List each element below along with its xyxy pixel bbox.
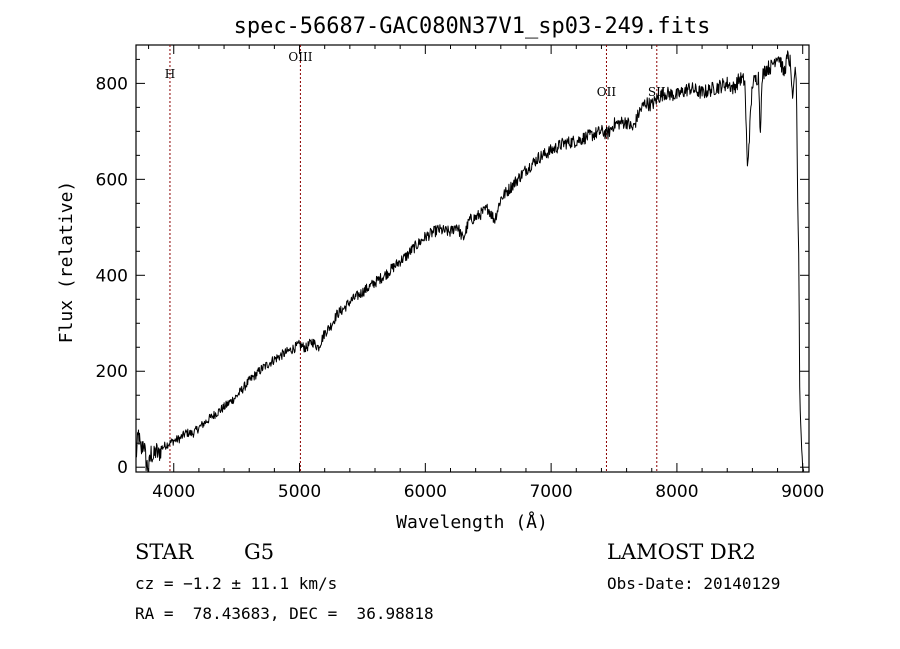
x-tick-label: 6000: [404, 482, 447, 502]
x-tick-label: 9000: [781, 482, 824, 502]
y-tick-label: 600: [96, 170, 128, 190]
line-marker-label: H: [165, 67, 175, 81]
x-tick-label: 7000: [529, 482, 572, 502]
coordinates: RA = 78.43683, DEC = 36.98818: [135, 604, 434, 623]
redshift-cz: cz = −1.2 ± 11.1 km/s: [135, 574, 337, 593]
y-tick-label: 800: [96, 74, 128, 94]
y-tick-label: 400: [96, 266, 128, 286]
x-tick-label: 8000: [655, 482, 698, 502]
observation-date: Obs-Date: 20140129: [607, 574, 780, 593]
x-axis-label: Wavelength (Å): [396, 511, 548, 533]
y-axis-label: Flux (relative): [56, 181, 77, 344]
line-marker-label: OIII: [288, 50, 312, 64]
spectral-subclass: G5: [244, 540, 274, 564]
x-tick-label: 5000: [278, 482, 321, 502]
spectrum-line: [135, 50, 805, 473]
line-marker-label: OII: [597, 85, 617, 99]
chart-title: spec-56687-GAC080N37V1_sp03-249.fits: [234, 14, 711, 39]
survey-name: LAMOST DR2: [607, 540, 756, 564]
object-type: STAR: [135, 540, 194, 564]
y-tick-label: 0: [117, 458, 128, 478]
plot-frame: [135, 44, 810, 473]
x-tick-label: 4000: [152, 482, 195, 502]
y-tick-label: 200: [96, 362, 128, 382]
